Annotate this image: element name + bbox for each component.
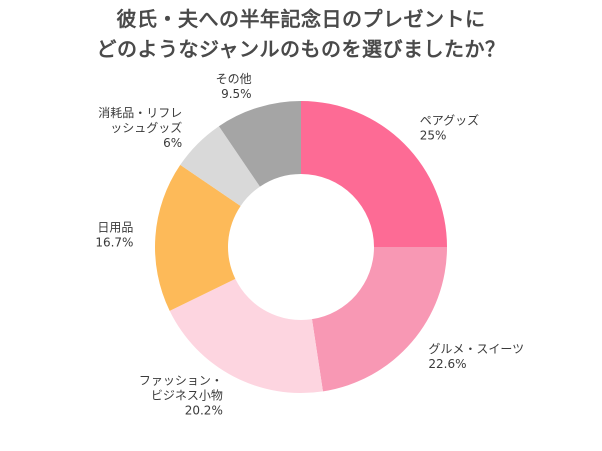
slice-label-1: グルメ・スイーツ 22.6% (428, 342, 524, 371)
donut-labels: ペアグッズ 25% グルメ・スイーツ 22.6% ファッション・ビジネス小物 20.2% 日… (95, 72, 524, 418)
chart-title-line-2: どのようなジャンルのものを選びましたか？ (96, 37, 506, 61)
chart-title: 彼氏・夫への半年記念日のプレゼントに どのようなジャンルのものを選びましたか？ (0, 4, 602, 64)
donut-slice-3 (155, 164, 241, 311)
donut-slice-5 (218, 101, 301, 187)
slice-label-0: ペアグッズ 25% (420, 113, 479, 143)
slice-value-label-4: 6% (163, 136, 182, 150)
donut-slices (155, 101, 447, 393)
slice-value-label-0: 25% (420, 129, 447, 143)
slice-category-label-0: ペアグッズ (420, 113, 479, 128)
donut-slice-2 (169, 278, 323, 393)
donut-slice-4 (180, 126, 260, 206)
slice-label-4: 消耗品・リフレッシュグッズ 6% (98, 106, 182, 150)
slice-value-label-2: 20.2% (185, 404, 223, 418)
slice-category-label-3: 日用品 (97, 220, 133, 234)
slice-category-label-4: 消耗品・リフレ (98, 106, 182, 120)
slice-value-label-1: 22.6% (428, 357, 466, 371)
donut-slice-0 (301, 101, 447, 247)
slice-value-label-3: 16.7% (95, 235, 133, 249)
slice-value-label-5: 9.5% (221, 87, 252, 101)
slice-label-2: ファッション・ビジネス小物 20.2% (139, 374, 223, 418)
slice-category-label-1: グルメ・スイーツ (428, 342, 524, 356)
slice-category-label-4: ッシュグッズ (110, 120, 182, 135)
slice-label-5: その他 9.5% (216, 72, 252, 101)
slice-category-label-2: ファッション・ (139, 374, 223, 388)
chart-title-line-1: 彼氏・夫への半年記念日のプレゼントに (116, 7, 486, 31)
slice-category-label-5: その他 (216, 72, 252, 86)
donut-slice-1 (311, 247, 447, 392)
slice-label-3: 日用品 16.7% (95, 220, 133, 249)
slice-category-label-2: ビジネス小物 (151, 389, 223, 403)
